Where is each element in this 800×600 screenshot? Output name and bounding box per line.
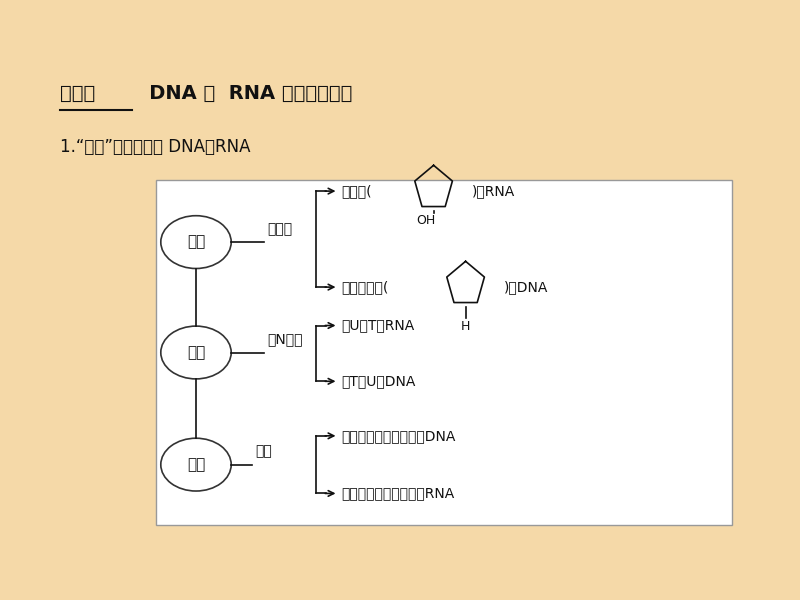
Text: 二看: 二看 [187,345,205,360]
Text: 含N碱基: 含N碱基 [267,332,302,346]
Text: H: H [461,320,470,333]
Text: 三看: 三看 [187,457,205,472]
Text: 题型一        DNA 与  RNA 的区别与联系: 题型一 DNA 与 RNA 的区别与联系 [60,83,352,103]
Text: )－RNA: )－RNA [472,184,515,198]
Text: OH: OH [416,214,435,227]
Circle shape [161,326,231,379]
Text: 含脱氧核糖(: 含脱氧核糖( [342,280,389,294]
Text: 主要分布于细胞核中－DNA: 主要分布于细胞核中－DNA [342,429,456,443]
Circle shape [161,438,231,491]
Text: 有U无T－RNA: 有U无T－RNA [342,319,415,332]
Text: 有T无U－DNA: 有T无U－DNA [342,374,416,388]
Text: 含核糖(: 含核糖( [342,184,372,198]
Text: 1.“三看”法快速确认 DNA、RNA: 1.“三看”法快速确认 DNA、RNA [60,138,250,156]
Text: 一看: 一看 [187,235,205,250]
Text: 分布: 分布 [255,445,272,458]
Text: 主要分布于细胞质中－RNA: 主要分布于细胞质中－RNA [342,487,455,500]
Text: 五碳糖: 五碳糖 [267,222,292,236]
Circle shape [161,216,231,269]
Text: )－DNA: )－DNA [504,280,548,294]
FancyBboxPatch shape [156,180,732,525]
